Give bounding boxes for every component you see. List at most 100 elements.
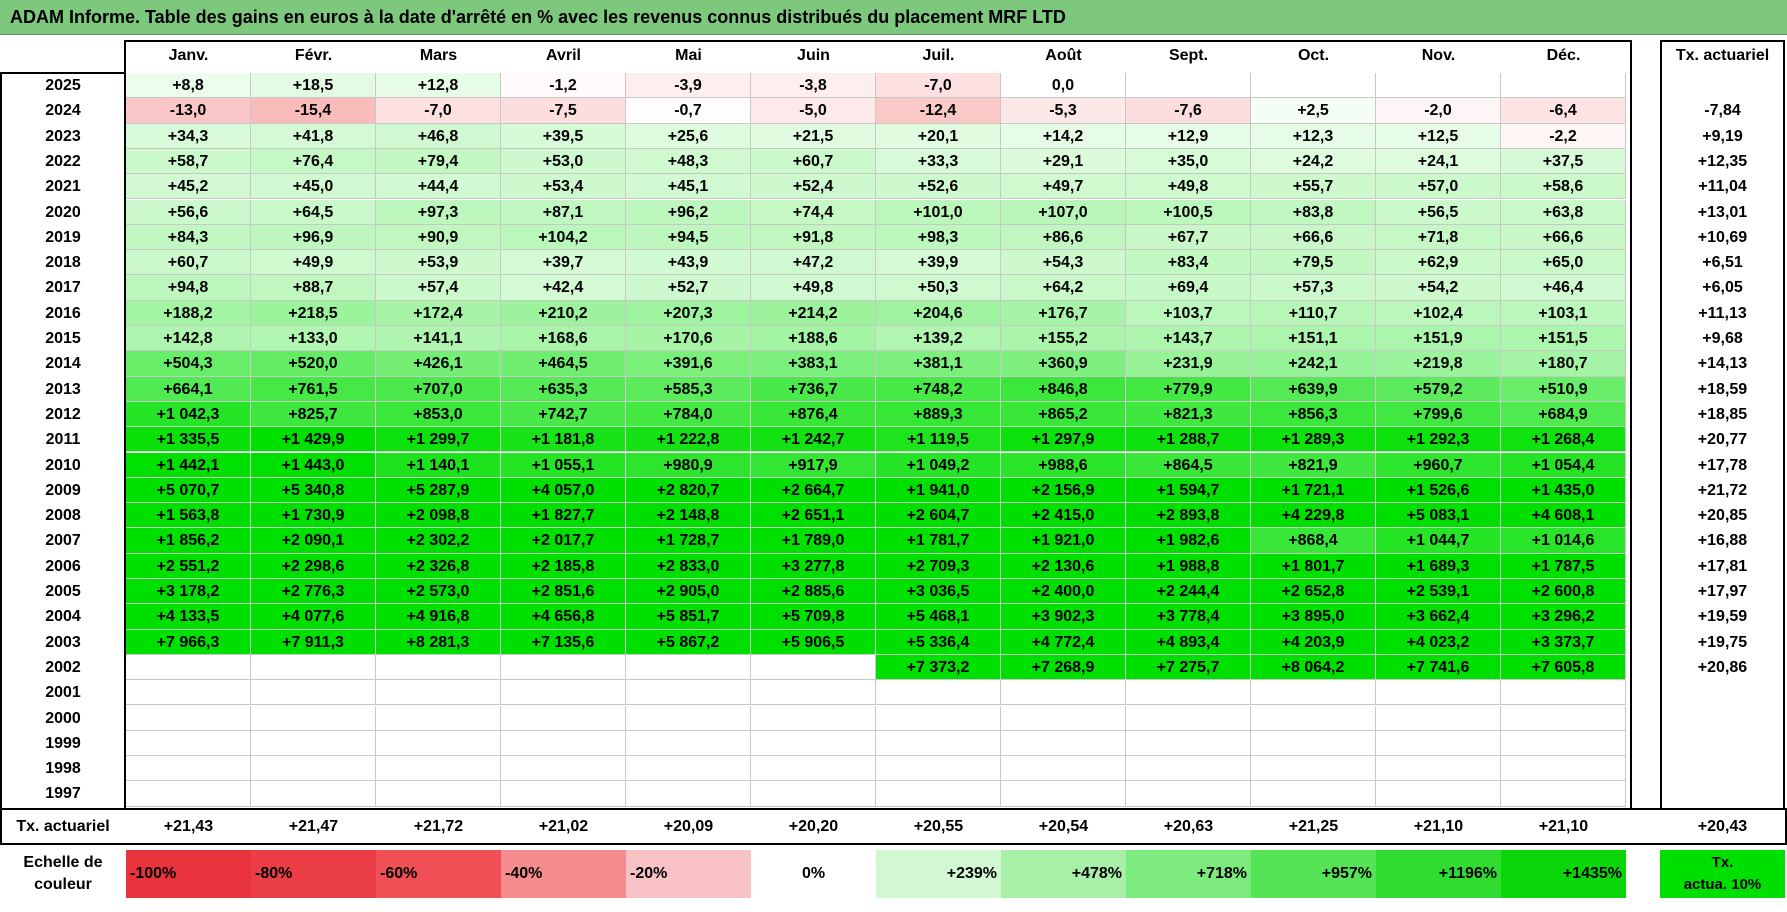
- table-cell: +5 336,4: [876, 629, 1001, 655]
- table-cell: -7,6: [1126, 98, 1251, 124]
- table-cell: +1 268,4: [1501, 427, 1626, 453]
- table-cell: +2 600,8: [1501, 579, 1626, 605]
- table-cell: +24,2: [1251, 148, 1376, 175]
- table-cell: +1 242,7: [751, 427, 876, 453]
- table-cell: [1126, 730, 1251, 757]
- color-scale-swatch: -60%: [376, 850, 501, 898]
- table-cell: [1501, 756, 1626, 782]
- table-cell: +1 730,9: [251, 503, 376, 529]
- reference-rate-line2: actua. 10%: [1683, 876, 1762, 893]
- year-label: 2025: [45, 77, 81, 94]
- table-cell: +188,2: [126, 300, 251, 326]
- table-cell: +1 988,8: [1126, 553, 1251, 579]
- table-cell: [626, 781, 751, 807]
- table-cell: [501, 756, 626, 782]
- month-header: Déc.: [1546, 47, 1581, 64]
- table-cell: +1 728,7: [626, 528, 751, 554]
- table-cell: +151,9: [1376, 326, 1501, 352]
- color-scale-label: Echelle de couleur: [2, 852, 124, 898]
- table-cell: +426,1: [376, 351, 501, 377]
- table-cell: +1 781,7: [876, 528, 1001, 554]
- row-actuarial-rate: +19,75: [1697, 633, 1748, 651]
- table-cell: +1 054,4: [1501, 452, 1626, 478]
- table-cell: +1 801,7: [1251, 553, 1376, 579]
- table-cell: +176,7: [1001, 300, 1126, 326]
- table-cell: +45,2: [126, 174, 251, 200]
- table-cell: +381,1: [876, 351, 1001, 377]
- table-cell: +4 772,4: [1001, 629, 1126, 655]
- table-cell: +520,0: [251, 351, 376, 377]
- table-cell: [876, 705, 1001, 731]
- row-actuarial-rate: +6,05: [1702, 279, 1743, 297]
- table-cell: +37,5: [1501, 148, 1626, 175]
- table-cell: +91,8: [751, 224, 876, 251]
- year-label: 2021: [45, 178, 81, 196]
- table-cell: +2 651,1: [751, 503, 876, 529]
- table-cell: [501, 705, 626, 731]
- table-cell: [1001, 705, 1126, 731]
- color-scale-swatch: +957%: [1251, 850, 1376, 898]
- table-cell: [251, 756, 376, 782]
- table-cell: +83,4: [1126, 250, 1251, 276]
- table-cell: +49,7: [1001, 174, 1126, 200]
- color-scale-swatch: +239%: [876, 850, 1001, 898]
- table-cell: +5 083,1: [1376, 503, 1501, 529]
- year-label: 2012: [45, 405, 81, 423]
- table-cell: [1376, 705, 1501, 731]
- table-cell: [1501, 705, 1626, 731]
- footer-rate: +20,09: [663, 818, 714, 835]
- table-cell: +1 140,1: [376, 452, 501, 478]
- table-cell: [126, 730, 251, 757]
- table-cell: +46,8: [376, 123, 501, 149]
- table-cell: +2 885,6: [751, 579, 876, 605]
- table-cell: +8,8: [126, 73, 251, 99]
- row-actuarial-rate: +6,51: [1702, 254, 1743, 272]
- row-actuarial-rate: +18,59: [1697, 380, 1748, 398]
- year-label: 2023: [45, 127, 81, 145]
- table-cell: +504,3: [126, 351, 251, 377]
- table-cell: +5 906,5: [751, 629, 876, 655]
- table-cell: +84,3: [126, 224, 251, 251]
- table-cell: [501, 730, 626, 757]
- table-cell: [626, 654, 751, 681]
- footer-label: Tx. actuariel: [16, 818, 110, 835]
- table-cell: [1251, 73, 1376, 99]
- table-cell: [626, 730, 751, 757]
- year-label: 2018: [45, 254, 81, 272]
- table-cell: +635,3: [501, 376, 626, 402]
- table-cell: [1251, 705, 1376, 731]
- year-label: 2020: [45, 203, 81, 221]
- table-cell: +12,8: [376, 73, 501, 99]
- table-cell: +5 851,7: [626, 604, 751, 630]
- footer-rate: +20,20: [788, 818, 839, 835]
- table-cell: +100,5: [1126, 199, 1251, 225]
- table-cell: [1376, 730, 1501, 757]
- table-cell: [1501, 680, 1626, 706]
- row-actuarial-rate: -7,84: [1704, 102, 1741, 120]
- table-cell: +14,2: [1001, 123, 1126, 149]
- table-cell: +64,2: [1001, 275, 1126, 301]
- table-cell: +34,3: [126, 123, 251, 149]
- year-label: 2000: [45, 709, 81, 727]
- color-scale-swatch: 0%: [751, 850, 876, 898]
- table-cell: [1001, 730, 1126, 757]
- table-cell: +60,7: [751, 148, 876, 175]
- table-cell: +742,7: [501, 401, 626, 428]
- table-cell: [1501, 781, 1626, 807]
- table-cell: +90,9: [376, 224, 501, 251]
- table-cell: +1 297,9: [1001, 427, 1126, 453]
- month-header: Août: [1045, 47, 1082, 64]
- table-cell: +2 820,7: [626, 477, 751, 504]
- table-cell: [876, 781, 1001, 807]
- table-cell: +219,8: [1376, 351, 1501, 377]
- row-actuarial-rate: +16,88: [1697, 532, 1748, 550]
- table-cell: +74,4: [751, 199, 876, 225]
- table-cell: +7 373,2: [876, 654, 1001, 681]
- table-cell: +889,3: [876, 401, 1001, 428]
- table-cell: +12,5: [1376, 123, 1501, 149]
- table-cell: +4 229,8: [1251, 503, 1376, 529]
- table-cell: +1 335,5: [126, 427, 251, 453]
- reference-rate-swatch: Tx. actua. 10%: [1660, 850, 1785, 898]
- color-scale-label-line2: couleur: [34, 876, 92, 893]
- table-cell: [501, 781, 626, 807]
